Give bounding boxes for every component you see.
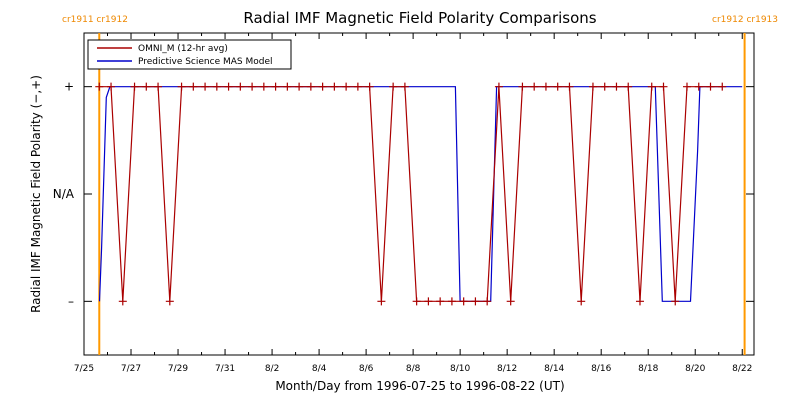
omni-point — [412, 297, 421, 306]
omni-point — [118, 297, 127, 306]
x-tick-label: 8/22 — [732, 364, 752, 374]
omni-point — [353, 82, 362, 91]
omni-point — [577, 297, 586, 306]
x-tick-label: 8/4 — [312, 364, 327, 374]
y-tick-label: + — [64, 80, 74, 94]
omni-point — [483, 297, 492, 306]
legend-label-mas: Predictive Science MAS Model — [138, 57, 273, 67]
legend-box — [87, 39, 292, 70]
omni-point — [624, 82, 633, 91]
omni-point — [718, 82, 727, 91]
omni-point — [518, 82, 527, 91]
omni-point — [248, 82, 257, 91]
omni-point — [588, 82, 597, 91]
omni-point — [635, 297, 644, 306]
x-tick-label: 8/2 — [265, 364, 279, 374]
omni-point — [165, 297, 174, 306]
x-tick-label: 8/6 — [359, 364, 374, 374]
omni-point — [95, 82, 104, 91]
omni-point — [694, 82, 703, 91]
y-axis: + N/A – — [53, 80, 754, 308]
omni-point — [259, 82, 268, 91]
y-tick-label: N/A — [53, 187, 75, 201]
cr-marker-label: cr1912 cr1913 — [712, 15, 778, 25]
omni-point — [612, 82, 621, 91]
omni-point — [154, 82, 163, 91]
omni-point — [342, 82, 351, 91]
x-tick-label: 7/25 — [74, 364, 94, 374]
omni-point — [530, 82, 539, 91]
omni-point — [212, 82, 221, 91]
omni-point — [318, 82, 327, 91]
omni-point — [130, 82, 139, 91]
omni-point — [330, 82, 339, 91]
omni-point — [177, 82, 186, 91]
omni-point — [365, 82, 374, 91]
x-tick-label: 8/18 — [638, 364, 658, 374]
omni-point — [224, 82, 233, 91]
plot-area — [83, 32, 755, 356]
omni-point — [447, 297, 456, 306]
omni-point — [283, 82, 292, 91]
omni-point — [553, 82, 562, 91]
x-tick-label: 8/10 — [450, 364, 470, 374]
omni-point — [565, 82, 574, 91]
legend: OMNI_M (12-hr avg) Predictive Science MA… — [87, 39, 292, 70]
x-tick-label: 8/8 — [406, 364, 421, 374]
omni-point — [236, 82, 245, 91]
omni-point — [107, 82, 116, 91]
omni-point — [541, 82, 550, 91]
x-tick-label: 8/14 — [544, 364, 564, 374]
omni-point — [671, 297, 680, 306]
omni-point — [400, 82, 409, 91]
y-axis-label: Radial IMF Magnetic Field Polarity (−,+) — [29, 75, 43, 313]
x-tick-label: 7/27 — [121, 364, 141, 374]
omni-point — [436, 297, 445, 306]
cr-marker-label: cr1911 cr1912 — [62, 15, 128, 25]
x-axis-label: Month/Day from 1996-07-25 to 1996-08-22 … — [275, 379, 564, 393]
omni-point — [494, 82, 503, 91]
omni-point — [471, 297, 480, 306]
x-tick-label: 7/29 — [168, 364, 188, 374]
omni-point — [506, 297, 515, 306]
x-tick-label: 8/12 — [497, 364, 517, 374]
omni-point — [306, 82, 315, 91]
omni-point — [706, 82, 715, 91]
x-axis: 7/25 7/27 7/29 7/31 8/2 8/4 8/6 8/8 8/10 8/12 8/14… — [74, 33, 752, 374]
legend-label-omni: OMNI_M (12-hr avg) — [138, 44, 228, 54]
series-line-omni — [99, 86, 723, 302]
x-tick-label: 8/16 — [591, 364, 611, 374]
omni-point — [600, 82, 609, 91]
x-tick-label: 7/31 — [215, 364, 235, 374]
omni-point — [295, 82, 304, 91]
omni-point — [389, 82, 398, 91]
x-tick-label: 8/20 — [685, 364, 705, 374]
chart-title: Radial IMF Magnetic Field Polarity Compa… — [243, 9, 596, 27]
omni-point — [189, 82, 198, 91]
omni-point — [271, 82, 280, 91]
omni-point — [459, 297, 468, 306]
omni-point — [659, 82, 668, 91]
omni-point — [142, 82, 151, 91]
omni-point — [647, 82, 656, 91]
y-tick-label: – — [68, 294, 74, 308]
omni-point — [683, 82, 691, 91]
omni-point — [377, 297, 386, 306]
series-layer — [95, 82, 743, 306]
omni-point — [201, 82, 210, 91]
omni-point — [424, 297, 433, 306]
